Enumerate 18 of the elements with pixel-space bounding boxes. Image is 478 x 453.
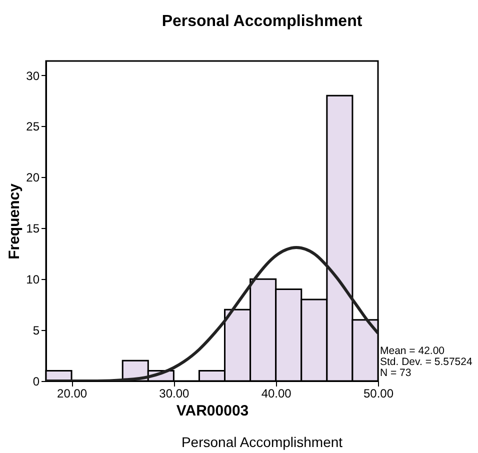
text: Std. Dev. = 5.57524 [380, 356, 472, 368]
y-tick-label: 15 [26, 222, 40, 236]
x-tick-label: 50.00 [363, 386, 394, 400]
y-tick-label: 25 [26, 120, 40, 134]
x-tick-label: 20.00 [57, 386, 88, 400]
text: N = 73 [380, 367, 412, 379]
y-tick-label: 20 [26, 170, 40, 185]
y-tick-label: 10 [26, 272, 40, 287]
x-tick-label: 30.00 [159, 386, 190, 400]
chart-title: Personal Accomplishment [162, 13, 363, 30]
y-tick-label: 5 [32, 324, 40, 338]
y-tick-label: 0 [32, 374, 40, 388]
text: Mean = 42.00 [380, 345, 445, 357]
y-tick-label: 30 [26, 68, 40, 83]
y-axis-title: Frequency [6, 182, 24, 260]
text: Personal Accomplishment [181, 434, 343, 450]
x-axis-title: VAR00003 [176, 402, 249, 420]
x-tick-label: 40.00 [261, 386, 292, 400]
